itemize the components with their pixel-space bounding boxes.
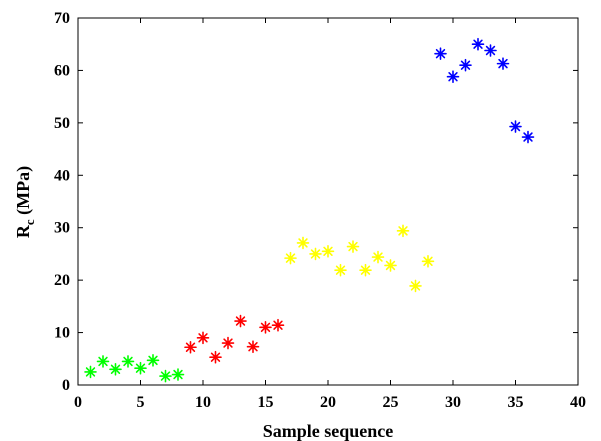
x-tick-label: 40: [570, 394, 586, 411]
data-marks: [84, 37, 535, 383]
data-point-series-3: [334, 263, 347, 277]
plot-frame: [77, 17, 579, 386]
y-tick-label: 40: [54, 167, 70, 184]
data-point-series-2: [196, 331, 210, 345]
data-point-series-2: [209, 350, 222, 364]
x-tick-label: 15: [258, 394, 274, 411]
y-tick-label: 70: [54, 10, 70, 27]
data-point-series-2: [234, 314, 247, 328]
data-point-series-1: [96, 355, 110, 368]
x-tick-label: 35: [508, 394, 524, 411]
y-axis-title-main: R: [13, 224, 33, 238]
x-tick-label: 25: [383, 394, 399, 411]
y-tick-label: 20: [54, 272, 70, 289]
data-point-series-2: [184, 340, 197, 354]
data-point-series-2: [271, 318, 285, 332]
data-point-series-2: [259, 321, 272, 334]
data-point-series-3: [296, 236, 310, 250]
data-point-series-3: [396, 224, 410, 238]
data-point-series-3: [384, 259, 397, 272]
data-point-series-3: [421, 254, 435, 268]
x-tick-label: 20: [320, 394, 336, 411]
data-point-series-1: [109, 362, 122, 376]
data-point-series-2: [221, 336, 235, 350]
data-point-series-4: [509, 120, 522, 133]
data-point-series-2: [246, 340, 260, 354]
y-axis-title: Rc (MPa): [13, 166, 37, 238]
data-point-series-3: [309, 247, 322, 261]
data-point-series-1: [84, 365, 97, 379]
x-tick-label: 30: [445, 394, 461, 411]
data-point-series-4: [446, 70, 460, 84]
data-point-series-4: [521, 130, 535, 144]
data-point-series-1: [159, 369, 172, 383]
data-point-series-3: [284, 251, 297, 265]
y-tick-label: 0: [62, 377, 70, 394]
x-axis-title: Sample sequence: [263, 421, 394, 441]
y-tick-label: 60: [54, 62, 70, 79]
data-point-series-4: [434, 47, 447, 60]
data-point-series-3: [359, 263, 372, 277]
data-point-series-4: [459, 58, 472, 72]
data-point-series-3: [346, 240, 360, 253]
data-point-series-1: [121, 355, 135, 368]
y-tick-label: 50: [54, 115, 70, 132]
data-point-series-1: [171, 368, 185, 381]
y-axis-title-unit: (MPa): [13, 166, 34, 219]
x-tick-label: 5: [137, 394, 145, 411]
y-axis-title-subscript: c: [22, 219, 37, 225]
data-point-series-4: [471, 37, 485, 51]
y-tick-label: 30: [54, 220, 70, 237]
data-point-series-4: [496, 57, 510, 70]
x-tick-label: 0: [74, 394, 82, 411]
axis-ticks: 0 5 10 15 20 25 30 35 40 0 10 20 30 40 50 60 70: [54, 10, 586, 411]
data-point-series-1: [134, 361, 147, 375]
x-tick-label: 10: [195, 394, 211, 411]
data-point-series-4: [484, 44, 497, 57]
data-point-series-3: [321, 245, 335, 258]
y-tick-label: 10: [54, 325, 70, 342]
data-point-series-3: [371, 250, 385, 264]
data-point-series-3: [409, 279, 422, 293]
data-point-series-1: [146, 354, 160, 367]
